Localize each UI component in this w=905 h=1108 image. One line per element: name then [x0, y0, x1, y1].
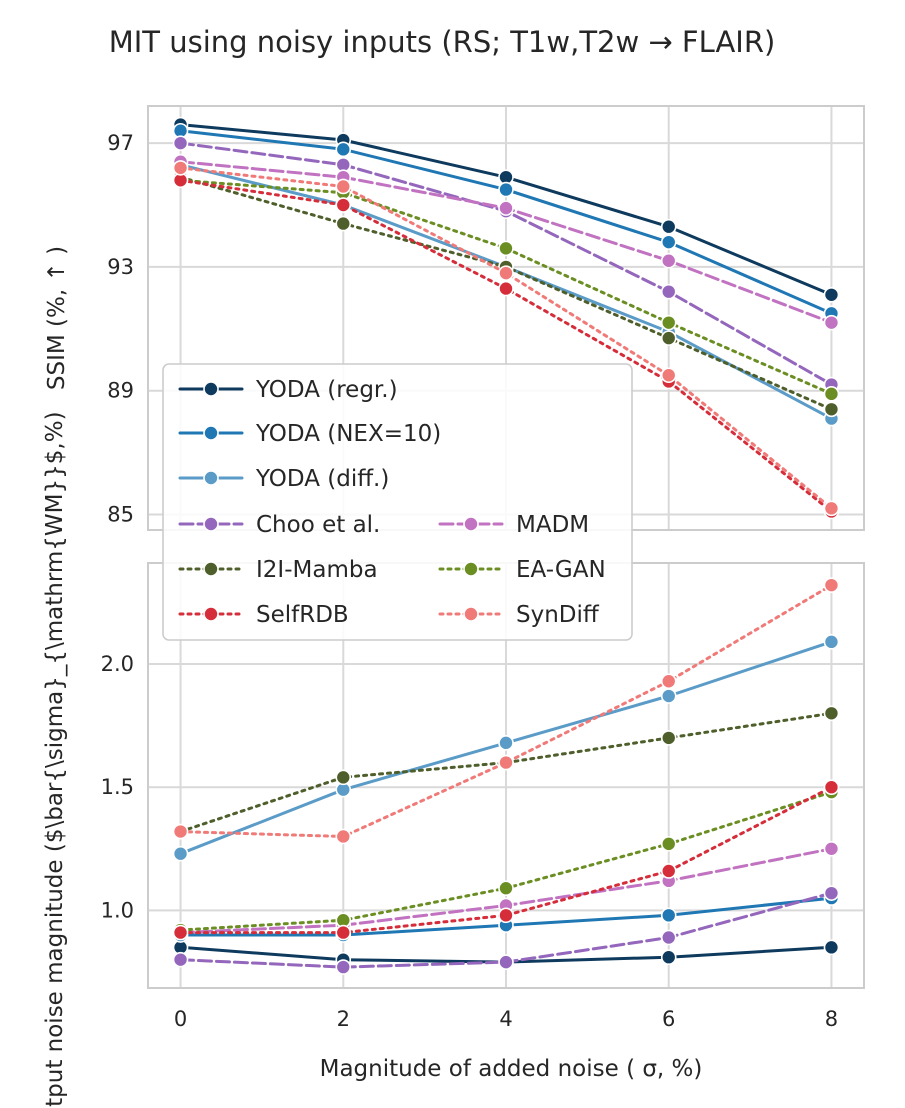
y-tick-label: 1.5 — [101, 775, 134, 799]
chart-title: MIT using noisy inputs (RS; T1w,T2w → FL… — [109, 25, 776, 59]
data-point — [660, 836, 677, 852]
data-point — [172, 845, 189, 862]
data-point — [335, 215, 352, 232]
legend-label: YODA (NEX=10) — [255, 421, 441, 447]
legend-box — [162, 363, 633, 641]
data-point — [823, 939, 840, 956]
data-point — [660, 234, 677, 250]
legend-label: SynDiff — [516, 602, 600, 628]
data-point — [335, 178, 352, 195]
data-point — [660, 218, 677, 235]
data-point — [498, 880, 514, 897]
data-point — [172, 135, 189, 151]
series-line — [179, 785, 833, 935]
legend-label: I2I-Mamba — [256, 557, 378, 583]
data-point — [172, 823, 189, 840]
y-tick-label: 1.0 — [101, 898, 134, 922]
legend-marker — [203, 425, 219, 441]
x-tick-label: 2 — [337, 1007, 350, 1031]
data-point — [660, 314, 677, 331]
data-point — [335, 924, 352, 941]
data-point — [172, 160, 189, 176]
data-point — [172, 951, 189, 968]
legend-label: Choo et al. — [256, 512, 380, 538]
legend-label: SelfRDB — [256, 602, 349, 628]
data-point — [823, 386, 840, 402]
data-point — [172, 924, 189, 941]
legend-marker — [463, 606, 479, 622]
data-point — [823, 885, 840, 901]
data-point — [660, 863, 677, 879]
data-point — [823, 314, 840, 331]
data-point — [660, 367, 677, 384]
data-point — [823, 705, 840, 722]
data-point — [498, 954, 514, 970]
data-point — [660, 929, 677, 946]
data-point — [335, 141, 352, 158]
legend-label: YODA (regr.) — [255, 377, 398, 403]
data-point — [823, 500, 840, 517]
legend-marker — [203, 516, 219, 532]
data-point — [498, 240, 514, 257]
noise-panel: 1.0 1.5 2.0 0 2 4 6 8 Output noise magnitude ($\… — [42, 411, 865, 1108]
x-tick-label: 8 — [825, 1007, 838, 1031]
legend: YODA (regr.) YODA (NEX=10) YODA (diff.) Cho… — [162, 363, 633, 641]
x-tick-label: 0 — [174, 1007, 187, 1031]
data-point — [823, 401, 840, 418]
legend-marker — [463, 561, 479, 577]
data-point — [823, 634, 840, 650]
data-point — [660, 283, 677, 300]
y-tick-label: 89 — [107, 379, 134, 403]
data-point — [823, 779, 840, 796]
legend-marker — [203, 381, 219, 397]
legend-marker — [463, 516, 479, 532]
data-point — [660, 688, 677, 704]
data-point — [498, 280, 514, 297]
data-point — [660, 252, 677, 269]
data-point — [823, 840, 840, 857]
series-line — [179, 583, 833, 838]
y-tick-label: 85 — [107, 503, 134, 527]
data-point — [335, 828, 352, 845]
data-point — [498, 265, 514, 281]
data-point — [660, 907, 677, 924]
data-point — [335, 197, 352, 213]
data-point — [335, 769, 352, 786]
data-point — [498, 181, 514, 198]
data-point — [660, 330, 677, 346]
y-tick-label: 2.0 — [101, 652, 134, 676]
legend-marker — [203, 606, 219, 622]
data-point — [498, 735, 514, 751]
legend-marker — [203, 561, 219, 577]
x-axis-label: Magnitude of added noise ( σ, %) — [320, 1056, 703, 1082]
legend-label: MADM — [516, 512, 589, 538]
x-tick-label: 4 — [499, 1007, 512, 1031]
data-point — [335, 959, 352, 975]
y-axis-label: SSIM (%, ↑ ) — [44, 246, 70, 390]
legend-marker — [203, 470, 219, 486]
y-tick-label: 93 — [107, 255, 134, 279]
data-point — [498, 754, 514, 771]
data-point — [498, 907, 514, 924]
x-tick-label: 6 — [662, 1007, 675, 1031]
data-point — [498, 200, 514, 216]
data-point — [660, 949, 677, 966]
data-point — [823, 577, 840, 593]
y-tick-label: 97 — [107, 131, 134, 155]
legend-label: EA-GAN — [516, 557, 606, 583]
y-axis-label: Output noise magnitude ($\bar{\sigma}_{\… — [42, 411, 68, 1108]
data-point — [823, 286, 840, 303]
data-point — [660, 673, 677, 690]
legend-label: YODA (diff.) — [255, 466, 389, 492]
data-point — [660, 730, 677, 746]
